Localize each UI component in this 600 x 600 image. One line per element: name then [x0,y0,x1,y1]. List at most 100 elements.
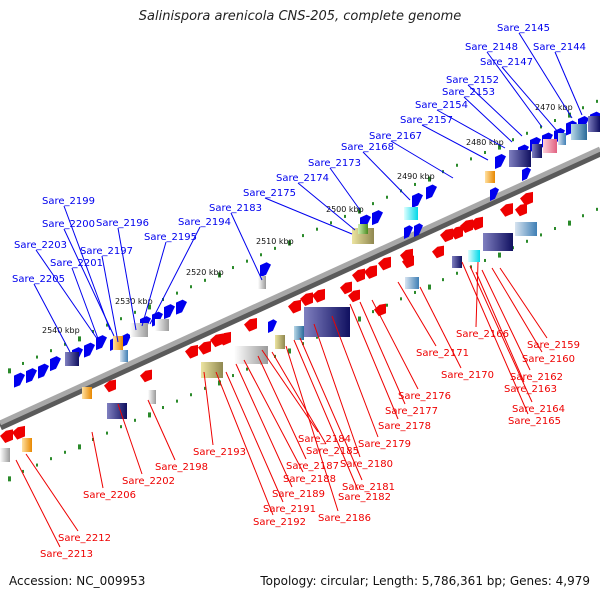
tick-mark [540,125,542,129]
tick-mark [568,112,571,118]
forward-gene-arrow [176,299,187,315]
tick-mark [582,214,584,218]
gene-label-reverse: Sare_2189 [272,489,325,500]
tick-mark [358,208,361,214]
forward-gene-arrow [495,153,506,169]
tick-mark [288,240,291,246]
gene-label-reverse: Sare_2213 [40,549,93,560]
leader-line [491,267,543,353]
leader-line [293,339,359,491]
leader-line [554,51,583,116]
reverse-gene-arrow [500,203,513,217]
gene-label-forward: Sare_2205 [12,274,65,285]
tick-mark [386,303,388,307]
leader-line [469,265,533,403]
cog-box [294,326,304,340]
tick-mark [498,252,501,258]
gene-label-reverse: Sare_2212 [58,533,111,544]
cog-box [201,362,223,378]
tick-mark [470,157,472,161]
tick-mark [498,144,501,150]
gene-label-forward: Sare_2152 [446,75,499,86]
cog-box [515,222,537,236]
forward-gene-arrow [50,356,61,372]
cog-box [509,150,531,167]
tick-mark [414,290,416,294]
leader-line [225,371,284,503]
tick-mark [148,304,151,310]
tick-mark [316,335,318,339]
gene-label-forward: Sare_2203 [14,240,67,251]
tick-mark [162,406,164,410]
cog-box [258,276,266,289]
gene-label-forward: Sare_2175 [243,188,296,199]
tick-mark [232,374,234,378]
forward-gene-arrow [122,333,131,347]
tick-mark [204,386,206,390]
leader-line [436,109,506,149]
tick-mark [22,361,24,365]
tick-mark [456,163,458,167]
genome-summary-text: Topology: circular; Length: 5,786,361 bp… [260,574,590,588]
cog-box [82,387,92,399]
leader-line [215,371,274,516]
tick-mark [554,227,556,231]
gene-label-reverse: Sare_2191 [263,504,316,515]
cog-box [275,335,285,349]
chromosome-backbone-shadow [0,147,600,431]
gene-label-forward: Sare_2195 [144,232,197,243]
leader-line [297,182,356,231]
tick-mark [106,431,108,435]
reverse-gene-arrow [378,256,391,271]
tick-mark [190,393,192,397]
reverse-gene-arrow [470,216,483,231]
leader-line [117,403,143,475]
gene-label-reverse: Sare_2166 [456,329,509,340]
tick-mark [148,412,151,418]
gene-label-reverse: Sare_2178 [378,421,431,432]
tick-mark [246,259,248,263]
cog-box [65,352,79,366]
cog-box [358,224,368,234]
reverse-gene-arrow [288,299,301,314]
cog-box [352,228,374,244]
leader-line [481,269,531,371]
cog-box [558,133,566,145]
gene-label-reverse: Sare_2165 [508,416,561,427]
reverse-gene-arrow [104,379,116,393]
reverse-gene-arrow [244,317,257,332]
reverse-gene-arrow [515,203,527,217]
gene-label-reverse: Sare_2170 [441,370,494,381]
leader-line [331,315,379,438]
tick-mark [526,239,528,243]
gene-label-forward: Sare_2196 [96,218,149,229]
tick-mark [246,367,248,371]
tick-mark [78,336,81,342]
forward-gene-arrow [38,363,49,379]
tick-label: 2500 kbp [326,205,364,214]
gene-label-reverse: Sare_2177 [385,406,438,417]
reverse-gene-arrow [460,219,473,233]
leader-line [390,140,454,179]
leader-line [329,167,361,211]
forward-gene-arrow [14,372,25,388]
leader-line [475,271,525,383]
tick-mark [386,195,388,199]
reverse-gene-arrow [185,344,198,359]
tick-row-forward [8,99,598,374]
leader-line [15,459,61,548]
leader-line [467,84,523,137]
gene-label-reverse: Sare_2186 [318,513,371,524]
cog-box [107,403,127,419]
leader-line [147,399,176,461]
tick-mark [596,99,598,103]
tick-mark [204,278,206,282]
cog-box [22,438,32,452]
reverse-gene-arrow [520,191,533,206]
gene-label-forward: Sare_2183 [209,203,262,214]
leader-line [257,355,307,460]
leader-line [499,267,548,339]
reverse-gene-arrow [432,245,444,259]
gene-label-reverse: Sare_2160 [522,354,575,365]
gene-label-reverse: Sare_2164 [512,404,565,415]
